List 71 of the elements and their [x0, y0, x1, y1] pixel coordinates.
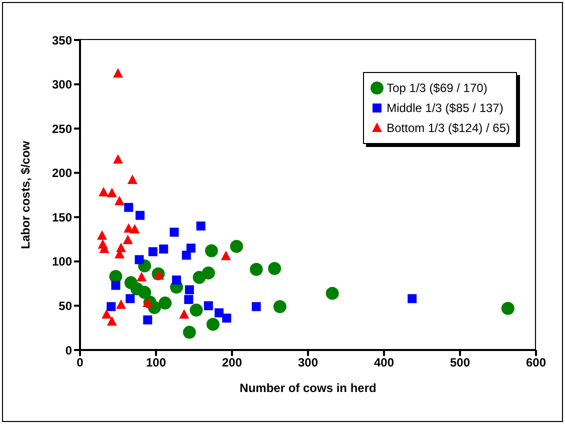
y-tick-label: 250 — [52, 122, 72, 136]
point — [154, 270, 164, 280]
point — [127, 174, 138, 184]
point — [102, 309, 112, 319]
legend-label: Top 1/3 ($69 / 170) — [386, 81, 488, 95]
point — [122, 234, 133, 244]
point — [113, 154, 123, 164]
point — [202, 266, 215, 280]
point — [230, 240, 244, 253]
point — [222, 314, 232, 323]
point — [126, 294, 135, 304]
point — [113, 68, 123, 78]
y-tick-label: 50 — [58, 298, 72, 313]
point — [184, 295, 194, 304]
point — [172, 276, 182, 285]
point — [143, 315, 152, 324]
point — [408, 294, 417, 304]
y-tick-label: 300 — [52, 78, 72, 92]
point — [114, 196, 125, 206]
legend-label: Bottom 1/3 ($124) / 65) — [386, 121, 510, 135]
point — [136, 272, 147, 282]
point — [138, 286, 152, 299]
point — [97, 230, 108, 240]
point — [196, 222, 206, 230]
y-tick-label: 100 — [52, 254, 72, 269]
point — [214, 308, 224, 318]
point — [182, 326, 196, 339]
point — [142, 298, 153, 308]
point — [190, 304, 203, 317]
point — [130, 224, 140, 234]
point — [159, 244, 168, 254]
y-tick-label: 150 — [52, 210, 72, 224]
point — [136, 210, 145, 220]
legend-label: Middle 1/3 ($85 / 137) — [386, 101, 504, 115]
point — [250, 262, 263, 276]
point — [186, 244, 196, 253]
point — [204, 244, 218, 258]
x-tick-label: 500 — [450, 356, 470, 370]
point — [170, 228, 179, 237]
point — [220, 250, 231, 260]
point — [204, 301, 213, 310]
point — [326, 286, 339, 300]
x-tick-label: 600 — [526, 356, 546, 370]
point — [273, 300, 286, 314]
point — [158, 296, 172, 310]
point — [109, 270, 122, 283]
point — [148, 247, 158, 256]
y-tick-label: 0 — [65, 343, 72, 358]
point — [111, 280, 120, 290]
x-tick-label: 0 — [76, 356, 84, 370]
point — [501, 302, 514, 315]
point — [268, 262, 282, 276]
x-tick-label: 200 — [222, 356, 242, 370]
point — [98, 186, 109, 196]
x-tick-label: 400 — [374, 356, 394, 370]
point — [106, 316, 117, 326]
x-tick-label: 300 — [298, 356, 318, 370]
point — [184, 285, 194, 294]
point — [106, 188, 117, 198]
x-axis-title: Number of cows in herd — [240, 381, 376, 395]
point — [134, 255, 144, 264]
x-tick-label: 100 — [146, 356, 166, 370]
point — [206, 318, 220, 331]
point — [116, 299, 126, 309]
point — [124, 202, 134, 212]
y-tick-label: 200 — [52, 166, 72, 180]
point — [179, 309, 190, 319]
point — [106, 302, 116, 312]
y-axis-title: Labor costs, $/cow — [18, 140, 32, 250]
y-tick-label: 350 — [52, 33, 72, 48]
point — [252, 302, 261, 312]
